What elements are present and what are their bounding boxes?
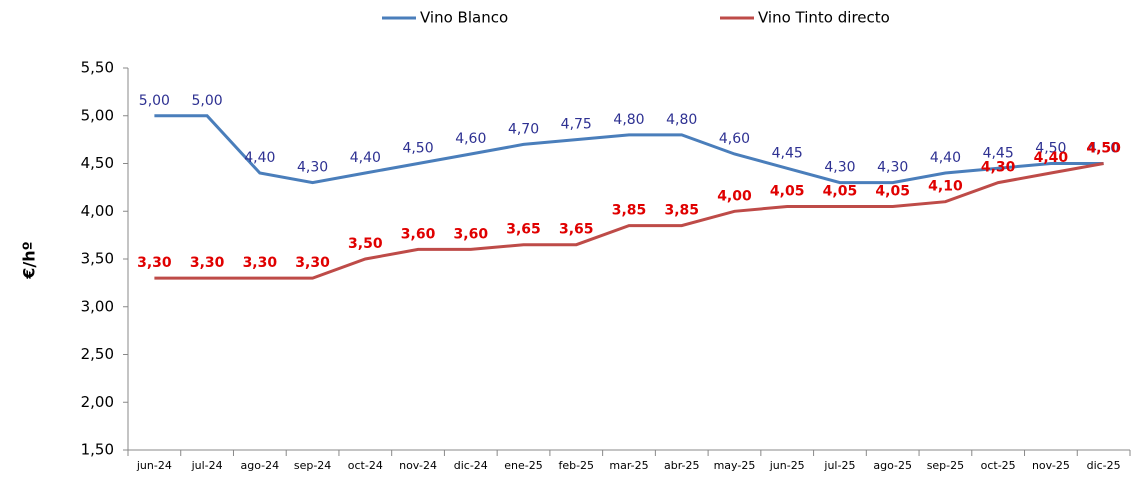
x-tick-label: ago-25: [873, 459, 912, 472]
value-label: 5,00: [139, 93, 170, 109]
value-label: 4,80: [613, 112, 644, 128]
value-label: 3,65: [559, 222, 594, 238]
value-label: 3,30: [243, 255, 278, 271]
value-label: 4,80: [666, 112, 697, 128]
value-label: 4,75: [561, 117, 592, 133]
x-tick-label: sep-24: [294, 459, 331, 472]
value-label: 3,85: [612, 203, 647, 219]
value-label: 3,30: [137, 255, 172, 271]
x-tick-label: jun-25: [769, 459, 805, 472]
series-line: [154, 162, 1104, 280]
value-label: 3,30: [190, 255, 225, 271]
series-line: [154, 114, 1104, 185]
y-tick-label: 2,00: [81, 393, 114, 411]
value-label: 3,65: [506, 222, 541, 238]
value-label: 4,50: [402, 141, 433, 157]
value-label: 4,30: [877, 160, 908, 176]
x-tick-label: nov-25: [1032, 459, 1070, 472]
x-tick-label: jul-25: [823, 459, 855, 472]
x-tick-label: dic-24: [454, 459, 488, 472]
value-label: 4,45: [983, 145, 1014, 161]
y-tick-label: 2,50: [81, 345, 114, 363]
value-label: 3,60: [401, 226, 436, 242]
value-label: 4,70: [508, 121, 539, 137]
y-tick-label: 3,50: [81, 250, 114, 268]
value-label: 4,40: [930, 150, 961, 166]
value-label: 4,30: [824, 160, 855, 176]
x-tick-label: feb-25: [558, 459, 594, 472]
x-tick-label: jul-24: [191, 459, 223, 472]
value-label: 4,30: [297, 160, 328, 176]
x-tick-label: abr-25: [664, 459, 700, 472]
value-label: 4,40: [244, 150, 275, 166]
y-tick-label: 4,50: [81, 154, 114, 172]
value-label: 4,05: [823, 183, 858, 199]
x-tick-label: sep-25: [927, 459, 964, 472]
value-label: 4,10: [928, 179, 963, 195]
x-tick-label: jun-24: [136, 459, 172, 472]
value-label: 3,85: [664, 203, 699, 219]
value-label: 4,50: [1035, 141, 1066, 157]
legend-label: Vino Tinto directo: [758, 9, 890, 27]
x-tick-label: ene-25: [504, 459, 542, 472]
value-label: 3,50: [348, 236, 383, 252]
y-tick-label: 5,00: [81, 106, 114, 124]
x-tick-label: mar-25: [609, 459, 648, 472]
y-tick-label: 1,50: [81, 441, 114, 459]
x-tick-label: dic-25: [1087, 459, 1121, 472]
value-label: 4,00: [717, 188, 752, 204]
value-label: 4,05: [875, 183, 910, 199]
x-tick-label: may-25: [714, 459, 756, 472]
value-label: 4,05: [770, 183, 805, 199]
value-label: 4,50: [1086, 141, 1121, 157]
value-label: 4,60: [455, 131, 486, 147]
value-label: 5,00: [192, 93, 223, 109]
value-label: 3,60: [454, 226, 489, 242]
x-tick-label: ago-24: [241, 459, 280, 472]
value-label: 4,40: [350, 150, 381, 166]
x-tick-label: oct-25: [981, 459, 1016, 472]
y-axis-label: €/hº: [20, 241, 39, 279]
y-tick-label: 3,00: [81, 297, 114, 315]
y-tick-label: 4,00: [81, 202, 114, 220]
y-tick-label: 5,50: [81, 59, 114, 77]
value-label: 3,30: [295, 255, 330, 271]
value-label: 4,60: [719, 131, 750, 147]
value-label: 4,50: [1088, 141, 1119, 157]
value-label: 4,30: [981, 160, 1016, 176]
legend-label: Vino Blanco: [420, 9, 508, 27]
value-label: 4,45: [772, 145, 803, 161]
x-tick-label: nov-24: [399, 459, 437, 472]
x-tick-label: oct-24: [348, 459, 383, 472]
value-label: 4,40: [1034, 150, 1069, 166]
